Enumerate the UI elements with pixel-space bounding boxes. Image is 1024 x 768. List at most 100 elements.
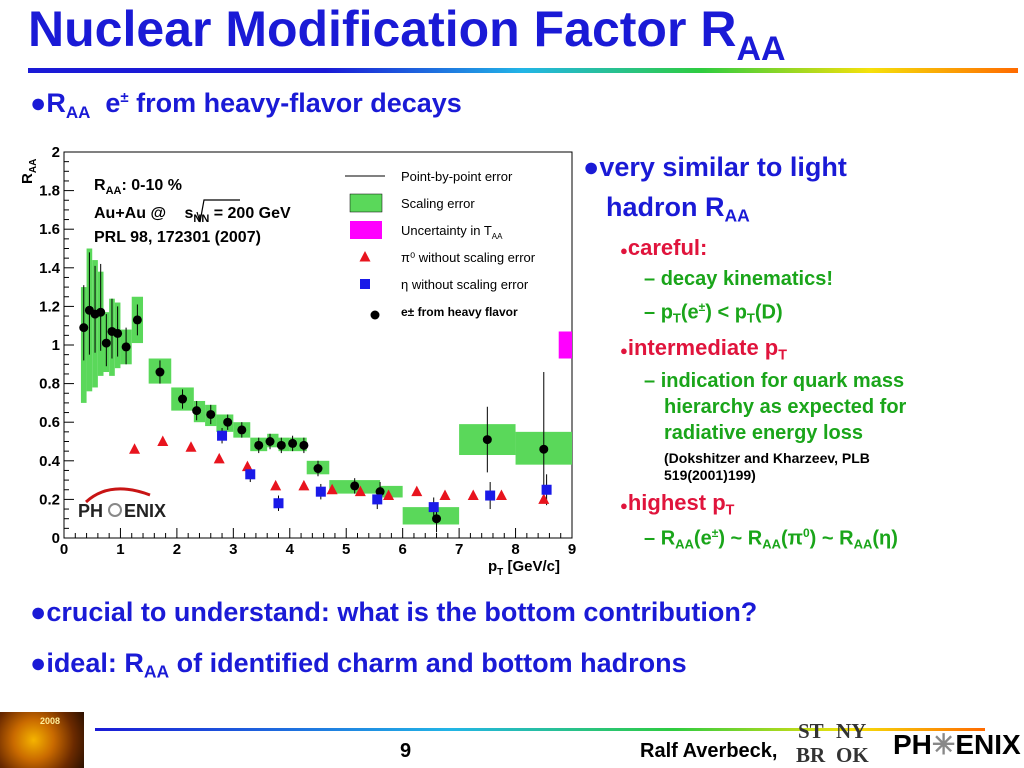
x-tick-label: 4 xyxy=(286,541,295,558)
subtitle-esup: ± xyxy=(120,89,129,106)
title-divider xyxy=(28,68,1018,73)
raa2-rest: (π xyxy=(781,527,803,550)
rp-ref1: (Dokshitzer and Kharzeev, PLB xyxy=(664,450,870,466)
legend-label: η without scaling error xyxy=(401,277,529,292)
pt-b: (e xyxy=(680,301,699,324)
e-point xyxy=(101,338,111,348)
pt-d: (D) xyxy=(754,301,783,324)
rp-ref2: 519(2001)199) xyxy=(664,467,756,483)
pi0-point xyxy=(538,493,550,504)
x-tick-label: 1 xyxy=(116,541,124,558)
phenix-1: PH xyxy=(893,729,932,760)
stony-2: NY xyxy=(836,719,867,743)
pt-c: ) < p xyxy=(705,301,747,324)
rp-raa-compare: – RAA(e±) ~ RAA(π0) ~ RAA(η) xyxy=(644,526,898,552)
e-point xyxy=(192,406,202,416)
bullet-dot-icon: ● xyxy=(620,243,628,258)
y-tick-label: 0 xyxy=(52,530,60,547)
ann-system: Au+Au @ xyxy=(94,205,171,222)
pi0-point xyxy=(439,489,451,501)
svg-text:ENIX: ENIX xyxy=(124,501,166,521)
x-tick-label: 8 xyxy=(511,541,519,558)
x-tick-label: 9 xyxy=(568,541,576,558)
x-tick-label: 2 xyxy=(173,541,181,558)
legend-label: Uncertainty in TAA xyxy=(401,223,503,241)
e-point xyxy=(299,440,309,450)
crucial-text: crucial to understand: what is the botto… xyxy=(46,597,758,627)
legend-label: e± from heavy flavor xyxy=(401,305,518,319)
rp-inter-sub: T xyxy=(778,347,787,364)
pi0-point xyxy=(411,485,423,497)
bullet-dot-icon: ● xyxy=(583,152,600,182)
ideal-sub: AA xyxy=(143,661,170,682)
slide-title-sub: AA xyxy=(736,30,786,68)
annotation-line3: PRL 98, 172301 (2007) xyxy=(94,229,261,246)
legend-label-sub: AA xyxy=(492,232,503,241)
conference-logo: 2008 xyxy=(0,712,84,768)
scaling-error-box xyxy=(402,507,460,525)
rp-highest: ●highest pT xyxy=(620,490,734,518)
e-point xyxy=(206,409,216,419)
pi0-point xyxy=(213,452,225,464)
stony-1: ST xyxy=(798,719,824,743)
y-tick-label: 1.8 xyxy=(39,183,60,200)
e-point xyxy=(237,425,247,435)
ann-centrality: : 0-10 % xyxy=(121,177,181,194)
y-tick-label: 0.6 xyxy=(39,414,60,431)
subtitle-e: e xyxy=(105,88,121,118)
y-tick-label: 1.6 xyxy=(39,221,60,238)
pi0-point xyxy=(270,479,282,491)
pi0-point xyxy=(298,479,310,491)
e-point xyxy=(223,417,233,427)
bottom-bullet-crucial: ●crucial to understand: what is the bott… xyxy=(30,597,757,628)
bottom-bullet-ideal: ●ideal: RAA of identified charm and bott… xyxy=(30,648,687,682)
e-point xyxy=(276,440,286,450)
rp-bullet-1: ●very similar to light xyxy=(583,152,847,183)
bullet-dot-icon: ● xyxy=(30,648,47,678)
raa3-sub: AA xyxy=(853,536,873,552)
e-point xyxy=(155,367,165,377)
legend-magenta-box-icon xyxy=(350,221,382,239)
slide-title-main: Nuclear Modification Factor R xyxy=(28,1,737,57)
rp-high-sub: T xyxy=(725,502,735,519)
legend-green-box-icon xyxy=(349,193,383,213)
bullet-dot-icon: ● xyxy=(30,88,47,118)
annotation-line2: Au+Au @ sNN = 200 GeV xyxy=(94,205,291,225)
raa1: R xyxy=(660,527,676,550)
rp-b1-line2: hadron R xyxy=(606,192,725,222)
author: Ralf Averbeck, xyxy=(640,740,778,762)
raa1-sup: ± xyxy=(711,526,719,540)
e-point xyxy=(113,328,123,338)
raa2-sub: AA xyxy=(762,536,781,552)
e-point xyxy=(539,444,549,454)
eta-point xyxy=(485,490,496,501)
e-point xyxy=(79,323,89,333)
bullet-dot-icon: ● xyxy=(620,498,628,513)
pi0-point xyxy=(383,489,395,501)
stony-3: BR xyxy=(796,743,826,767)
legend-triangle-icon xyxy=(359,251,371,262)
e-point xyxy=(482,435,492,445)
e-point xyxy=(313,464,323,474)
rp-decay-text: decay kinematics! xyxy=(660,268,834,290)
rp-ind1: – indication for quark mass xyxy=(644,370,904,393)
y-tick-label: 1 xyxy=(52,337,60,354)
pi0-point xyxy=(354,485,366,497)
eta-point xyxy=(372,494,383,505)
scaling-error-box xyxy=(380,485,403,498)
rp-ind2: hierarchy as expected for xyxy=(664,396,907,418)
eta-point xyxy=(428,502,439,513)
taa-uncertainty-box xyxy=(558,331,572,359)
ann-nn: NN xyxy=(193,213,209,225)
raa2-sup: 0 xyxy=(802,526,810,540)
ann-s: s xyxy=(185,205,194,222)
subtitle: ●RAA e± from heavy-flavor decays xyxy=(30,88,462,123)
e-point xyxy=(265,437,275,446)
y-tick-label: 2 xyxy=(52,144,60,161)
x-axis-title: pT [GeV/c] xyxy=(488,558,560,578)
ideal-a: ideal: R xyxy=(46,648,144,678)
legend-circle-icon xyxy=(370,310,380,320)
legend-label: Scaling error xyxy=(401,196,475,211)
e-point xyxy=(432,514,442,524)
eta-point xyxy=(245,469,256,480)
